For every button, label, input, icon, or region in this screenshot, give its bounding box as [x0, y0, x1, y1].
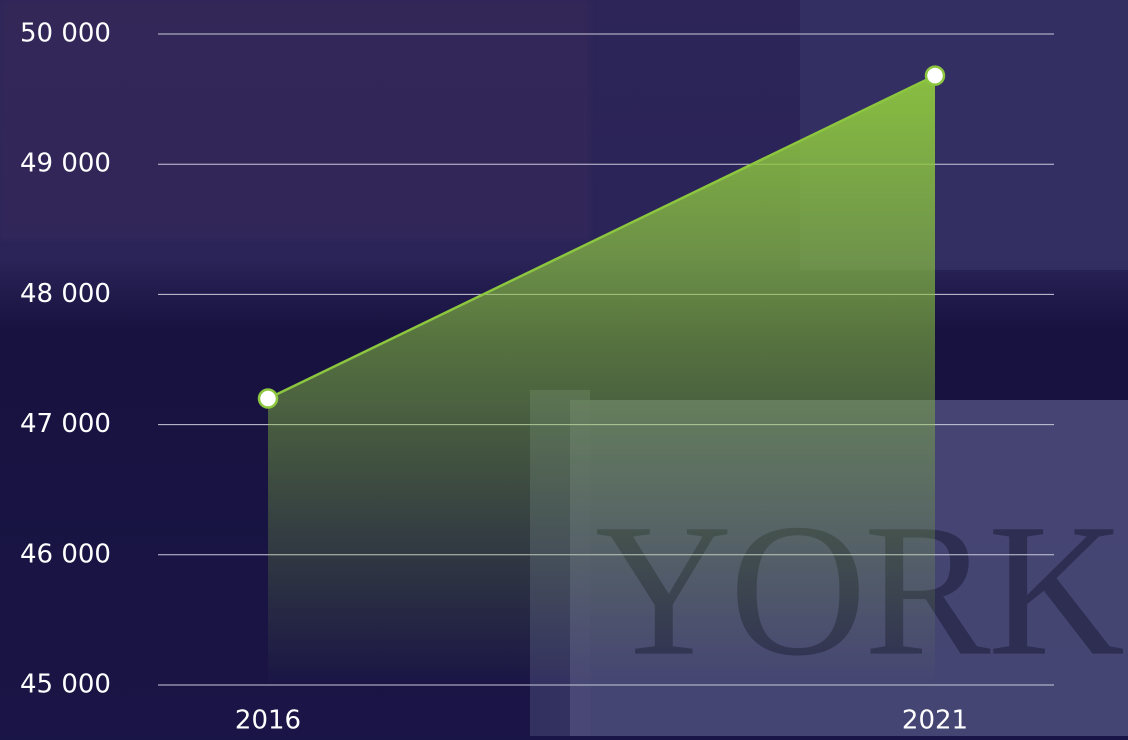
y-tick-label: 49 000: [20, 149, 111, 179]
y-tick-label: 46 000: [20, 539, 111, 569]
x-tick-label: 2016: [235, 706, 301, 736]
y-tick-label: 47 000: [20, 409, 111, 439]
y-tick-label: 50 000: [20, 19, 111, 49]
y-tick-label: 48 000: [20, 279, 111, 309]
point: [259, 390, 277, 408]
y-tick-label: 45 000: [20, 670, 111, 700]
point: [926, 67, 944, 85]
chart: YORK 45 00046 00047 00048 00049 00050 00…: [0, 0, 1128, 736]
x-tick-label: 2021: [902, 706, 968, 736]
